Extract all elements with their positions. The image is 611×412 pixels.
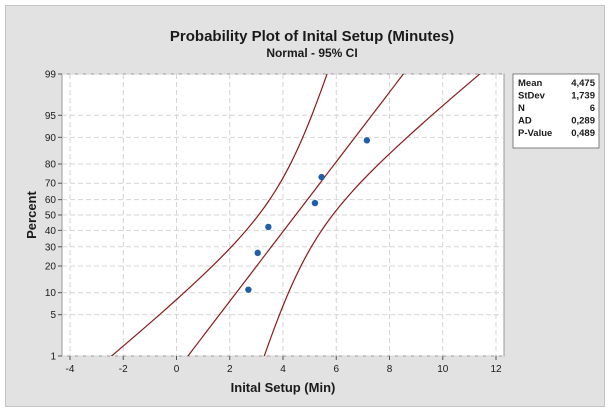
data-point [363, 137, 371, 144]
stats-value: 4,475 [571, 78, 595, 89]
x-tick-label: 0 [174, 364, 180, 375]
stats-value: 0,289 [571, 116, 595, 127]
stats-value: 1,739 [571, 91, 595, 102]
ci-upper-band [263, 74, 481, 356]
x-tick-label: 4 [280, 364, 286, 375]
stats-value: 0,489 [571, 128, 595, 139]
y-tick-label: 20 [45, 262, 57, 273]
x-axis-title: Inital Setup (Min) [231, 380, 336, 395]
stats-label: AD [518, 116, 532, 127]
ci-lower-band [110, 74, 328, 356]
x-tick-label: 12 [490, 364, 502, 375]
y-tick-label: 50 [45, 211, 57, 222]
x-tick-label: 8 [387, 364, 393, 375]
stats-label: Mean [518, 78, 542, 89]
stats-label: StDev [518, 91, 546, 102]
data-point [254, 249, 261, 257]
x-tick-label: 2 [227, 364, 233, 375]
y-axis-title: Percent [24, 190, 39, 238]
y-tick-label: 40 [45, 226, 57, 237]
x-tick-label: -4 [66, 364, 75, 375]
chart-title: Probability Plot of Inital Setup (Minute… [170, 28, 454, 45]
y-tick-label: 99 [45, 70, 57, 81]
fitted-line [187, 74, 405, 356]
y-tick-label: 10 [45, 288, 57, 299]
stats-label: P-Value [518, 128, 552, 139]
data-point [318, 173, 325, 181]
y-tick-label: 60 [45, 195, 57, 206]
x-tick-label: 10 [437, 364, 449, 375]
stats-label: N [518, 103, 525, 114]
stats-value: 6 [590, 103, 595, 114]
data-point [265, 223, 272, 231]
y-tick-label: 70 [45, 179, 57, 190]
chart-subtitle: Normal - 95% CI [266, 46, 357, 60]
y-tick-label: 80 [45, 159, 57, 170]
data-point [245, 286, 252, 293]
y-tick-label: 95 [45, 111, 57, 122]
y-tick-label: 5 [50, 310, 56, 321]
y-tick-label: 1 [50, 352, 56, 363]
y-tick-label: 30 [45, 242, 57, 253]
data-point [311, 199, 319, 207]
x-tick-label: 6 [333, 364, 339, 375]
stats-box [512, 73, 600, 149]
y-tick-label: 90 [45, 133, 57, 144]
x-tick-label: -2 [119, 364, 128, 375]
